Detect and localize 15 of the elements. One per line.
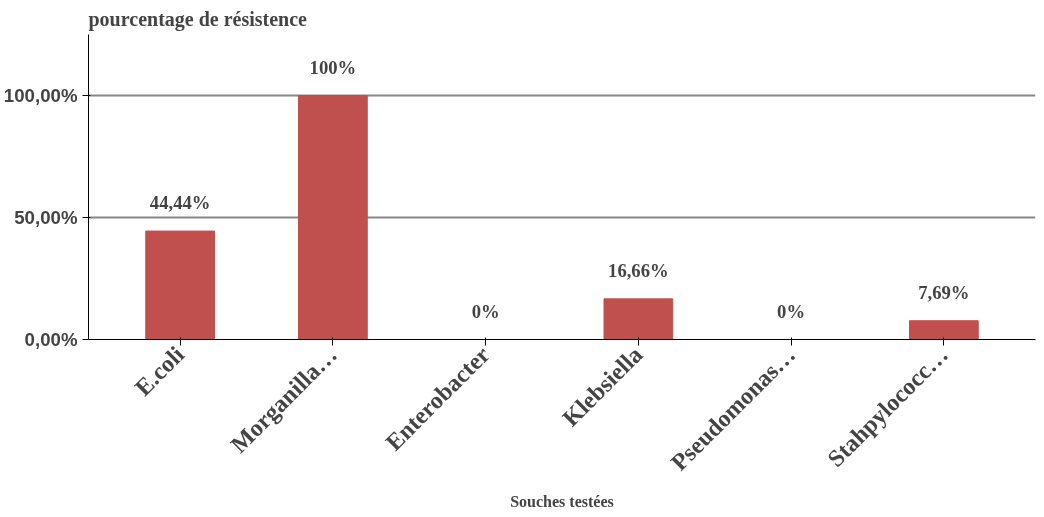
data-label: 0% — [777, 300, 806, 322]
data-label: 44,44% — [149, 192, 211, 214]
x-axis-title: Souches testées — [510, 492, 614, 510]
bar — [145, 230, 216, 340]
y-tick-label: 50,00% — [14, 207, 78, 228]
y-axis-title: pourcentage de résistence — [88, 7, 308, 31]
data-label: 7,69% — [918, 281, 970, 303]
bar — [603, 298, 674, 340]
y-tick-label: 100,00% — [3, 85, 78, 106]
data-label: 16,66% — [608, 259, 669, 281]
data-label: 100% — [309, 56, 357, 78]
y-tick-label: 0,00% — [24, 329, 78, 350]
bar — [298, 95, 368, 340]
data-label: 0% — [471, 300, 500, 322]
bar — [908, 320, 979, 340]
